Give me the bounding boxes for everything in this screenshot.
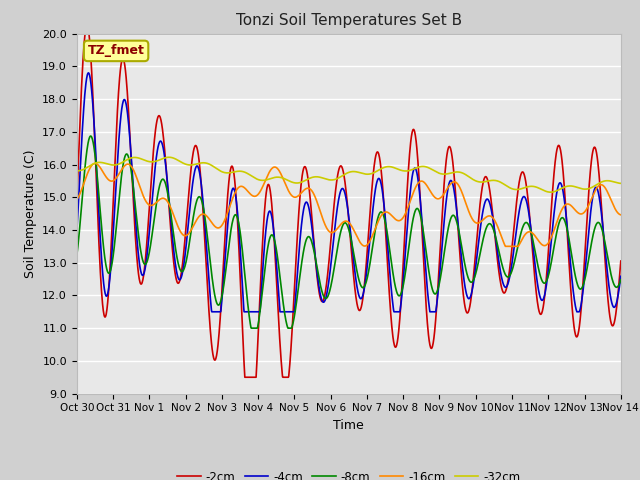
Text: TZ_fmet: TZ_fmet bbox=[88, 44, 145, 58]
-8cm bbox=[115, 193, 123, 199]
-32cm bbox=[165, 155, 173, 160]
-16cm bbox=[316, 205, 323, 211]
-4cm bbox=[84, 70, 92, 76]
-4cm bbox=[208, 309, 216, 315]
-4cm bbox=[383, 236, 391, 242]
-4cm bbox=[326, 274, 333, 280]
-2cm bbox=[81, 31, 89, 36]
-2cm bbox=[115, 79, 123, 85]
-4cm bbox=[617, 274, 625, 279]
-8cm bbox=[73, 252, 81, 258]
-2cm bbox=[326, 254, 333, 260]
-8cm bbox=[138, 252, 145, 258]
-16cm bbox=[304, 185, 312, 191]
-16cm bbox=[138, 188, 145, 194]
-8cm bbox=[87, 133, 95, 139]
-2cm bbox=[617, 258, 625, 264]
-32cm bbox=[73, 168, 81, 174]
-8cm bbox=[305, 234, 312, 240]
-32cm bbox=[304, 176, 312, 182]
-4cm bbox=[73, 229, 81, 235]
-2cm bbox=[383, 254, 391, 260]
-2cm bbox=[73, 197, 81, 203]
-16cm bbox=[91, 160, 99, 166]
Title: Tonzi Soil Temperatures Set B: Tonzi Soil Temperatures Set B bbox=[236, 13, 462, 28]
-8cm bbox=[383, 229, 391, 235]
-32cm bbox=[115, 161, 123, 167]
-4cm bbox=[305, 203, 312, 209]
-4cm bbox=[115, 132, 123, 137]
-32cm bbox=[617, 180, 625, 186]
-16cm bbox=[617, 212, 625, 218]
Legend: -2cm, -4cm, -8cm, -16cm, -32cm: -2cm, -4cm, -8cm, -16cm, -32cm bbox=[173, 466, 525, 480]
Line: -8cm: -8cm bbox=[77, 136, 621, 328]
-2cm bbox=[241, 374, 249, 380]
-32cm bbox=[383, 164, 390, 169]
-32cm bbox=[547, 189, 555, 195]
Line: -2cm: -2cm bbox=[77, 34, 621, 377]
Line: -16cm: -16cm bbox=[77, 163, 621, 246]
-16cm bbox=[383, 209, 390, 215]
-16cm bbox=[325, 228, 333, 234]
-32cm bbox=[137, 156, 145, 162]
Y-axis label: Soil Temperature (C): Soil Temperature (C) bbox=[24, 149, 36, 278]
-8cm bbox=[316, 278, 323, 284]
X-axis label: Time: Time bbox=[333, 419, 364, 432]
-2cm bbox=[316, 292, 323, 298]
-16cm bbox=[502, 243, 509, 249]
-8cm bbox=[248, 325, 255, 331]
-4cm bbox=[316, 288, 323, 293]
-16cm bbox=[115, 171, 123, 177]
-32cm bbox=[325, 177, 333, 183]
-8cm bbox=[617, 277, 625, 283]
-2cm bbox=[305, 179, 312, 184]
-2cm bbox=[138, 281, 145, 287]
-16cm bbox=[73, 197, 81, 203]
-8cm bbox=[326, 289, 333, 295]
-32cm bbox=[316, 174, 323, 180]
-4cm bbox=[138, 271, 145, 276]
Line: -4cm: -4cm bbox=[77, 73, 621, 312]
Line: -32cm: -32cm bbox=[77, 157, 621, 192]
